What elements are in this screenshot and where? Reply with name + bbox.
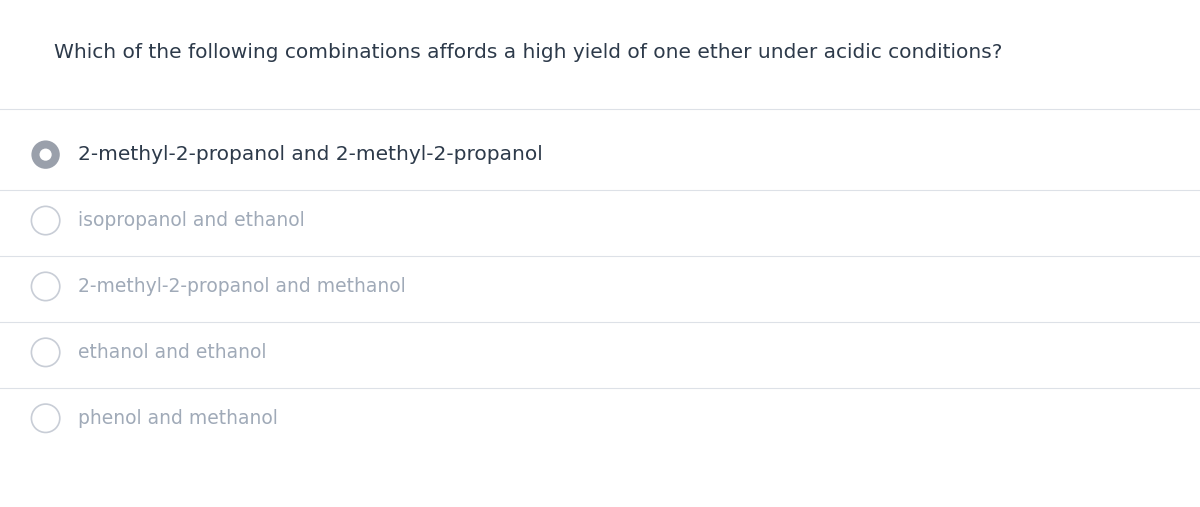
Text: ethanol and ethanol: ethanol and ethanol	[78, 343, 266, 362]
Text: isopropanol and ethanol: isopropanol and ethanol	[78, 211, 305, 230]
Ellipse shape	[40, 149, 52, 161]
Text: 2-methyl-2-propanol and 2-methyl-2-propanol: 2-methyl-2-propanol and 2-methyl-2-propa…	[78, 145, 542, 164]
Ellipse shape	[31, 206, 60, 235]
Text: phenol and methanol: phenol and methanol	[78, 409, 278, 428]
Ellipse shape	[31, 338, 60, 367]
Ellipse shape	[31, 272, 60, 301]
Ellipse shape	[31, 404, 60, 432]
Text: 2-methyl-2-propanol and methanol: 2-methyl-2-propanol and methanol	[78, 277, 406, 296]
Ellipse shape	[31, 140, 60, 169]
Text: Which of the following combinations affords a high yield of one ether under acid: Which of the following combinations affo…	[54, 43, 1002, 62]
